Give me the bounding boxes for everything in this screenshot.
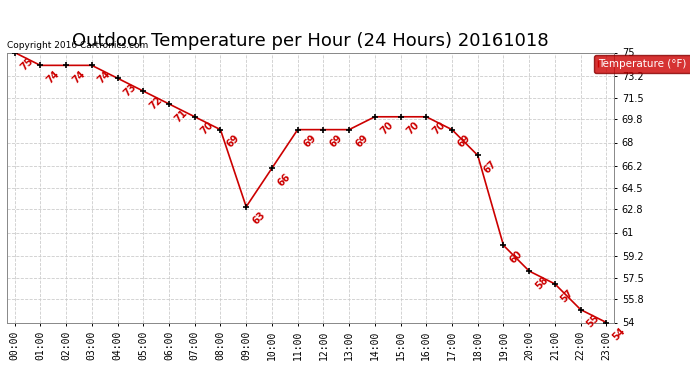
Text: Copyright 2016 Cartronics.com: Copyright 2016 Cartronics.com	[7, 41, 148, 50]
Title: Outdoor Temperature per Hour (24 Hours) 20161018: Outdoor Temperature per Hour (24 Hours) …	[72, 32, 549, 50]
Text: 73: 73	[121, 82, 138, 98]
Legend: Temperature (°F): Temperature (°F)	[594, 55, 690, 74]
Text: 71: 71	[173, 107, 190, 124]
Text: 70: 70	[379, 120, 395, 137]
Text: 69: 69	[456, 133, 473, 150]
Text: 74: 74	[70, 69, 87, 86]
Text: 70: 70	[405, 120, 422, 137]
Text: 69: 69	[302, 133, 318, 150]
Text: 63: 63	[250, 210, 267, 227]
Text: 66: 66	[276, 172, 293, 188]
Text: 70: 70	[431, 120, 447, 137]
Text: 75: 75	[19, 56, 35, 72]
Text: 57: 57	[559, 287, 575, 304]
Text: 58: 58	[533, 274, 550, 291]
Text: 72: 72	[148, 94, 164, 111]
Text: 74: 74	[45, 69, 61, 86]
Text: 69: 69	[225, 133, 241, 150]
Text: 60: 60	[508, 249, 524, 266]
Text: 74: 74	[96, 69, 112, 86]
Text: 69: 69	[328, 133, 344, 150]
Text: 54: 54	[611, 326, 627, 342]
Text: 67: 67	[482, 159, 498, 176]
Text: 70: 70	[199, 120, 215, 137]
Text: 69: 69	[353, 133, 370, 150]
Text: 55: 55	[585, 313, 602, 330]
